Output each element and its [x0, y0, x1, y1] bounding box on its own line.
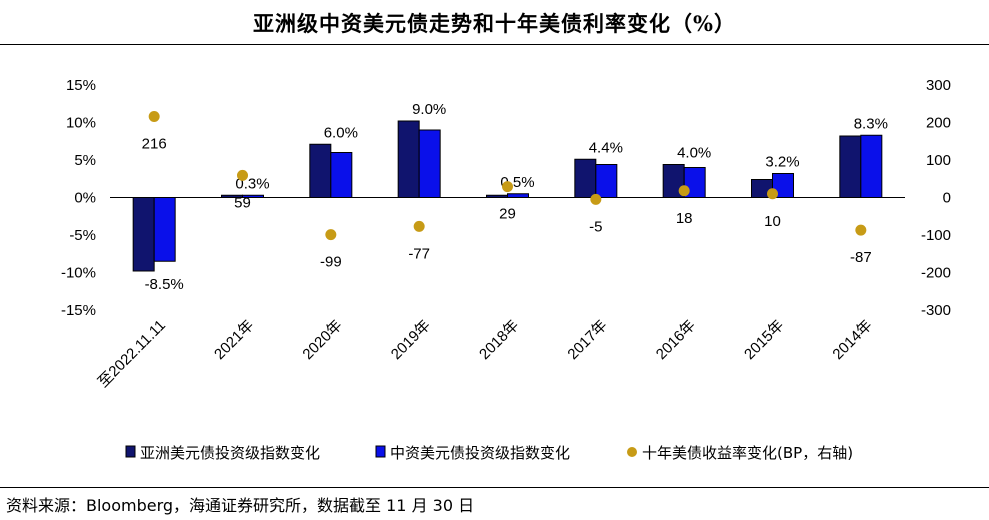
- left-axis-tick-label: 0%: [74, 190, 96, 207]
- china-ig-bar: [418, 129, 441, 198]
- left-axis-tick-label: 5%: [74, 152, 96, 169]
- category-label: 2017年: [564, 317, 610, 363]
- point-data-label: -77: [408, 245, 430, 262]
- bar-data-label: 4.0%: [677, 145, 711, 162]
- china-ig-bar: [595, 164, 618, 198]
- category-label: 2018年: [476, 317, 522, 363]
- bar-data-label: -8.5%: [145, 276, 184, 293]
- category-label: 2020年: [299, 317, 345, 363]
- category-label: 2016年: [653, 317, 699, 363]
- legend-ust10y-swatch: [627, 447, 637, 457]
- legend-asia-ig-swatch: [125, 445, 136, 458]
- source-note: 资料来源：Bloomberg，海通证券研究所，数据截至 11 月 30 日: [6, 496, 475, 515]
- asia-ig-bar: [839, 135, 862, 198]
- china-ig-bar: [153, 197, 176, 262]
- source-divider: [0, 487, 989, 488]
- left-axis-tick-label: -10%: [61, 265, 96, 282]
- right-axis-tick-label: -200: [921, 265, 951, 282]
- china-ig-bar: [330, 152, 353, 198]
- bar-data-label: 8.3%: [854, 115, 888, 132]
- left-axis-tick-label: 10%: [66, 115, 96, 132]
- ust10y-point: [855, 224, 867, 236]
- legend-label: 十年美债收益率变化(BP，右轴): [642, 444, 853, 462]
- category-label: 2015年: [741, 317, 787, 363]
- right-axis-tick-label: 300: [926, 77, 951, 94]
- ust10y-point: [678, 185, 690, 197]
- ust10y-point: [325, 229, 337, 241]
- right-axis-tick-label: 200: [926, 115, 951, 132]
- category-label: 至2022.11.11: [95, 317, 169, 391]
- asia-ig-bar: [132, 197, 155, 272]
- category-label: 2019年: [388, 317, 434, 363]
- chart-title: 亚洲级中资美元债走势和十年美债利率变化（%）: [253, 11, 736, 36]
- ust10y-point: [767, 188, 778, 200]
- point-data-label: -5: [589, 218, 602, 235]
- point-data-label: -87: [850, 249, 872, 266]
- legend-label: 中资美元债投资级指数变化: [390, 444, 570, 462]
- title-divider: [0, 44, 989, 45]
- bar-data-label: 4.4%: [589, 139, 623, 156]
- right-axis-tick-label: -300: [921, 302, 951, 319]
- ust10y-point: [413, 220, 425, 232]
- left-axis-tick-label: -15%: [61, 302, 96, 319]
- right-axis-tick-label: -100: [921, 227, 951, 244]
- bar-data-label: 3.2%: [765, 154, 799, 171]
- bar-data-label: 6.0%: [324, 124, 358, 141]
- ust10y-point: [148, 111, 160, 122]
- legend-label: 亚洲美元债投资级指数变化: [140, 444, 320, 462]
- point-data-label: 29: [499, 206, 516, 223]
- left-axis-tick-label: -5%: [69, 227, 96, 244]
- ust10y-point: [502, 181, 513, 193]
- ust10y-point: [590, 193, 602, 205]
- legend-china-ig-swatch: [375, 445, 386, 458]
- point-data-label: 10: [764, 213, 781, 230]
- china-ig-bar: [860, 134, 883, 198]
- point-data-label: 216: [142, 136, 167, 153]
- asia-ig-bar: [397, 120, 420, 198]
- category-label: 2021年: [211, 317, 257, 363]
- ust10y-point: [237, 169, 248, 181]
- asia-ig-bar: [309, 143, 332, 198]
- left-axis-tick-label: 15%: [66, 77, 96, 94]
- right-axis-tick-label: 0: [943, 190, 951, 207]
- chart-area: 15% 10% 5% 0% -5% -10% -15% 300 200 100 0 -100 -200 -…: [61, 77, 951, 462]
- china-ig-bar: [507, 193, 529, 198]
- right-axis-tick-label: 100: [926, 152, 951, 169]
- bar-data-label: 9.0%: [412, 101, 446, 118]
- point-data-label: -99: [320, 254, 342, 271]
- asia-ig-bar: [574, 158, 597, 198]
- point-data-label: 18: [676, 210, 693, 227]
- category-label: 2014年: [829, 317, 875, 363]
- point-data-label: 59: [234, 194, 251, 211]
